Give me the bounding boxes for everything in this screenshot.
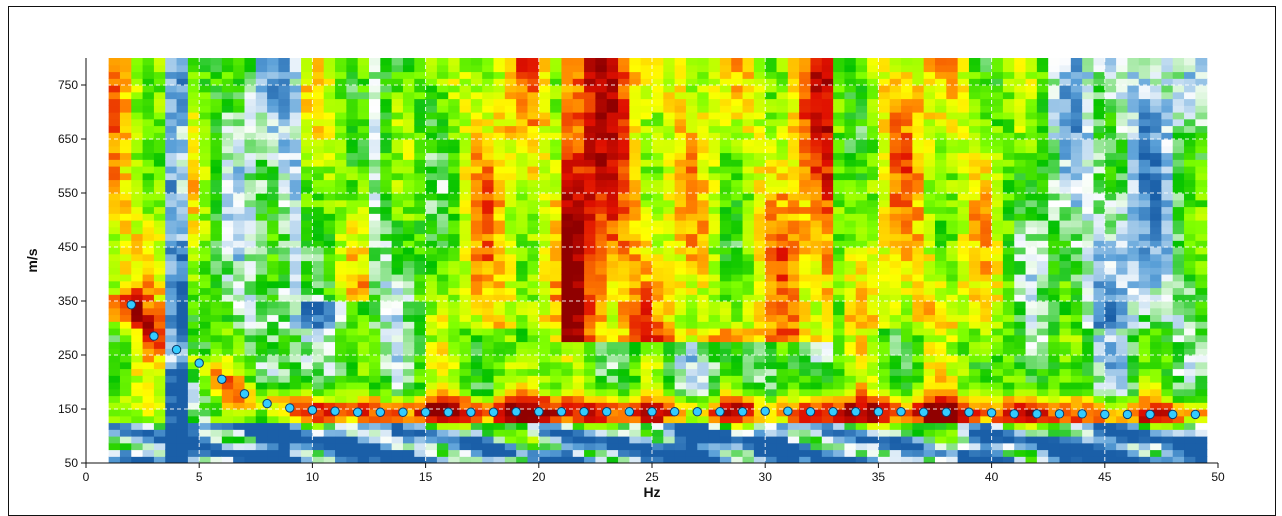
pick-point[interactable] <box>1146 410 1154 418</box>
pick-point[interactable] <box>421 408 429 416</box>
pick-point[interactable] <box>240 390 248 398</box>
pick-point[interactable] <box>331 407 339 415</box>
pick-point[interactable] <box>603 408 611 416</box>
y-axis-title: m/s <box>24 248 40 272</box>
pick-point[interactable] <box>580 408 588 416</box>
pick-point[interactable] <box>852 408 860 416</box>
x-tick-label: 45 <box>1098 470 1112 484</box>
pick-point[interactable] <box>399 408 407 416</box>
pick-point[interactable] <box>1191 410 1199 418</box>
pick-point[interactable] <box>218 375 226 383</box>
pick-point[interactable] <box>1169 410 1177 418</box>
y-tick-label: 350 <box>58 294 78 308</box>
pick-point[interactable] <box>987 409 995 417</box>
pick-point[interactable] <box>467 408 475 416</box>
pick-point[interactable] <box>172 345 180 353</box>
dispersion-heatmap <box>109 58 1208 464</box>
pick-point[interactable] <box>376 408 384 416</box>
pick-point[interactable] <box>1033 410 1041 418</box>
pick-point[interactable] <box>1055 410 1063 418</box>
pick-point[interactable] <box>897 408 905 416</box>
pick-point[interactable] <box>263 399 271 407</box>
x-tick-label: 20 <box>532 470 546 484</box>
pick-point[interactable] <box>965 408 973 416</box>
y-tick-label: 450 <box>58 240 78 254</box>
chart-frame: 0 5 10 15 20 25 30 35 40 45 50 50 150 250 350 450 550 650… <box>8 6 1276 516</box>
pick-point[interactable] <box>670 408 678 416</box>
pick-point[interactable] <box>353 408 361 416</box>
pick-point[interactable] <box>127 301 135 309</box>
pick-point[interactable] <box>761 407 769 415</box>
pick-point[interactable] <box>829 408 837 416</box>
pick-point[interactable] <box>919 408 927 416</box>
y-tick-label: 250 <box>58 348 78 362</box>
pick-point[interactable] <box>535 408 543 416</box>
pick-point[interactable] <box>784 407 792 415</box>
pick-point[interactable] <box>557 408 565 416</box>
pick-point[interactable] <box>716 408 724 416</box>
pick-point[interactable] <box>195 359 203 367</box>
x-tick-label: 50 <box>1211 470 1225 484</box>
pick-point[interactable] <box>625 408 633 416</box>
pick-point[interactable] <box>874 408 882 416</box>
y-tick-label: 750 <box>58 78 78 92</box>
pick-point[interactable] <box>942 408 950 416</box>
x-axis-title: Hz <box>643 484 660 500</box>
pick-point[interactable] <box>1101 410 1109 418</box>
pick-point[interactable] <box>489 408 497 416</box>
x-tick-label: 35 <box>872 470 886 484</box>
y-tick-label: 50 <box>65 456 79 470</box>
pick-point[interactable] <box>308 406 316 414</box>
pick-point[interactable] <box>1123 410 1131 418</box>
x-tick-label: 30 <box>759 470 773 484</box>
pick-point[interactable] <box>806 408 814 416</box>
pick-point[interactable] <box>1078 410 1086 418</box>
x-tick-label: 10 <box>306 470 320 484</box>
x-tick-label: 0 <box>83 470 90 484</box>
pick-point[interactable] <box>693 408 701 416</box>
dispersion-chart: 0 5 10 15 20 25 30 35 40 45 50 50 150 250 350 450 550 650… <box>9 7 1277 507</box>
y-tick-label: 650 <box>58 132 78 146</box>
x-tick-label: 25 <box>645 470 659 484</box>
pick-point[interactable] <box>512 408 520 416</box>
x-tick-label: 15 <box>419 470 433 484</box>
y-tick-label: 550 <box>58 186 78 200</box>
y-tick-label: 150 <box>58 402 78 416</box>
pick-point[interactable] <box>286 404 294 412</box>
x-tick-label: 5 <box>196 470 203 484</box>
pick-point[interactable] <box>648 408 656 416</box>
pick-point[interactable] <box>444 408 452 416</box>
pick-point[interactable] <box>738 408 746 416</box>
x-tick-label: 40 <box>985 470 999 484</box>
pick-point[interactable] <box>1010 410 1018 418</box>
pick-point[interactable] <box>150 332 158 340</box>
